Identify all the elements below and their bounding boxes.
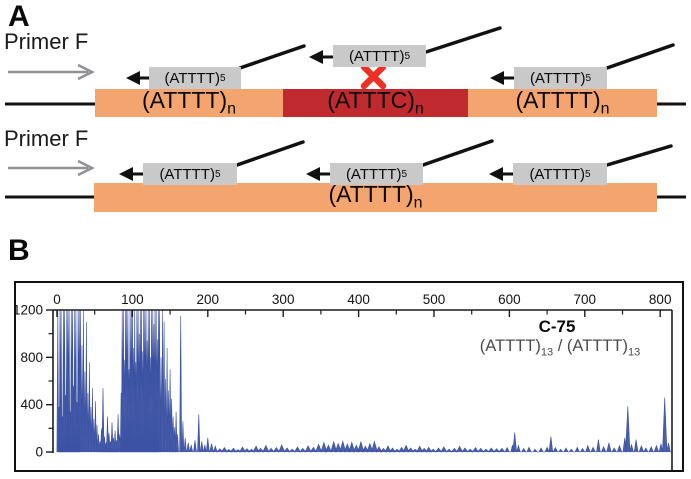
x-tick-label: 200 [197,292,220,307]
repeat-segment-label: (ATTTT)n [515,86,610,118]
primer-box-row1-right: (ATTTT) 5 [514,67,607,89]
y-tick-label: 800 [20,350,43,365]
primer-box-row1-middle: (ATTTT) 5 [333,45,426,67]
y-tick-label: 1200 [16,303,43,318]
primer-tail-row1-left [238,44,306,70]
x-tick-label: 600 [498,292,521,307]
interruption-segment-label: (ATTTC)n [327,86,424,118]
electropherogram-trace [56,309,673,454]
primer-f-arrow-row2 [8,159,95,177]
primer-tail-row1-right [605,43,675,70]
primer-arrow-row2-middle [306,167,330,181]
primer-f-label-row1: Primer F [4,29,89,54]
primer-arrow-row2-right [489,167,513,181]
interruption-segment-atttc: (ATTTC)n [283,86,468,118]
electropherogram-plot: 0 100 200 300 400 500 600 700 800 0 400 800 1200 [16,292,673,470]
y-tick-label: 0 [35,445,43,460]
primer-box-row2-left: (ATTTT) 5 [143,163,237,185]
primer-box-row2-right: (ATTTT) 5 [513,163,607,185]
panel-a-schematic [5,26,686,199]
primer-tail-row2-right [605,144,673,167]
x-tick-label: 100 [121,292,144,307]
primer-arrow-row1-left [126,71,150,85]
repeat-segment-label: (ATTTT)n [141,86,237,118]
y-tick-label: 400 [20,397,43,412]
primer-arrow-row1-middle [309,50,333,64]
primer-f-label-row2: Primer F [4,126,89,151]
x-tick-label: 300 [272,292,295,307]
x-tick-label: 500 [423,292,446,307]
x-tick-label: 0 [53,292,61,307]
genotype-label: (ATTTT)13 / (ATTTT)13 [479,337,641,359]
primer-arrow-row2-left [119,167,143,181]
blocked-annealing-x-icon [360,63,387,90]
panel-a-label: A [8,0,30,33]
x-tick-label: 400 [347,292,370,307]
primer-tail-row2-left [235,140,305,167]
primer-arrow-row1-right [490,71,514,85]
electropherogram-frame: 0 100 200 300 400 500 600 700 800 0 400 800 1200 C-7… [14,281,684,472]
x-tick-label: 700 [574,292,597,307]
primer-box-row2-middle: (ATTTT) 5 [330,163,423,185]
primer-box-row1-left: (ATTTT) 5 [149,67,241,89]
panel-b-label: B [8,234,30,267]
primer-tail-row1-middle [424,26,502,54]
sample-id-label: C-75 [538,317,576,336]
primer-f-arrow-row1 [8,63,95,81]
x-tick-label: 800 [649,292,672,307]
repeat-segment-label: (ATTTT)n [328,181,423,212]
repeat-segment-atttt-left: (ATTTT)n [95,86,283,118]
primer-tail-row2-middle [421,139,494,167]
repeat-segment-atttt-row2: (ATTTT)n [94,183,657,212]
repeat-segment-atttt-right: (ATTTT)n [468,86,657,118]
